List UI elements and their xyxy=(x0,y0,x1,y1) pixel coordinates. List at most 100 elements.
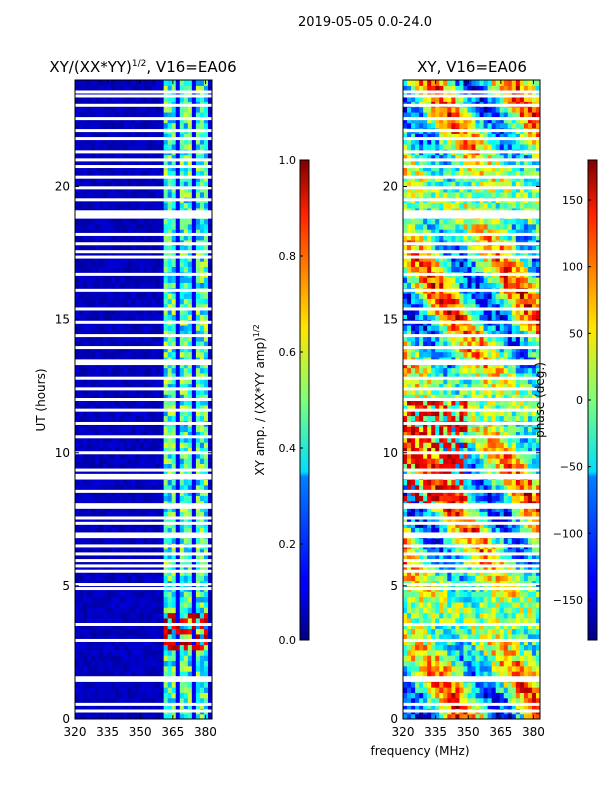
phase-heatmap-cell xyxy=(419,628,424,635)
amplitude-heatmap-cell xyxy=(119,367,124,374)
amplitude-heatmap-cell xyxy=(199,490,205,496)
amplitude-heatmap-cell xyxy=(199,314,205,321)
amplitude-heatmap-cell xyxy=(159,596,165,603)
amplitude-heatmap-cell xyxy=(183,298,189,305)
amplitude-heatmap-cell xyxy=(143,697,149,704)
amplitude-heatmap-cell xyxy=(119,191,124,198)
amplitude-heatmap-cell xyxy=(83,191,88,198)
amplitude-heatmap-cell xyxy=(143,431,149,438)
amplitude-heatmap-cell xyxy=(207,324,212,331)
phase-heatmap-cell xyxy=(451,660,456,667)
amplitude-heatmap-cell xyxy=(143,122,149,129)
amplitude-heatmap-cell xyxy=(87,484,92,491)
phase-heatmap-cell xyxy=(463,665,469,672)
amplitude-heatmap-cell xyxy=(175,340,181,347)
amplitude-heatmap-cell xyxy=(195,122,201,129)
amplitude-heatmap-cell xyxy=(111,255,116,262)
amplitude-heatmap-cell xyxy=(135,399,141,406)
amplitude-heatmap-cell xyxy=(135,175,141,182)
amplitude-heatmap-cell xyxy=(99,452,104,459)
amplitude-heatmap-cell xyxy=(195,85,201,92)
amplitude-heatmap-cell xyxy=(119,692,124,699)
amplitude-heatmap-cell xyxy=(135,703,141,709)
amplitude-heatmap-cell xyxy=(207,553,212,560)
amplitude-heatmap-cell xyxy=(155,133,161,140)
amplitude-heatmap-cell xyxy=(195,330,201,337)
amplitude-heatmap-cell xyxy=(163,143,169,150)
amplitude-heatmap-cell xyxy=(191,85,197,92)
amplitude-heatmap-cell xyxy=(203,644,209,651)
amplitude-heatmap-cell xyxy=(135,553,141,560)
amplitude-heatmap-cell xyxy=(199,692,205,699)
amplitude-heatmap-cell xyxy=(171,601,177,608)
amplitude-heatmap-cell xyxy=(95,117,100,124)
phase-heatmap-cell xyxy=(479,660,485,667)
amplitude-heatmap-cell xyxy=(191,186,197,193)
amplitude-heatmap-cell xyxy=(203,383,209,390)
amplitude-heatmap-cell xyxy=(115,266,120,273)
phase-heatmap-cell xyxy=(507,623,513,630)
amplitude-heatmap-cell xyxy=(199,223,205,230)
phase-heatmap-cell xyxy=(423,703,428,709)
amplitude-heatmap-cell xyxy=(119,277,124,283)
amplitude-heatmap-cell xyxy=(131,277,137,283)
amplitude-heatmap-cell xyxy=(83,293,88,299)
amplitude-heatmap-cell xyxy=(111,159,116,166)
amplitude-heatmap-cell xyxy=(195,564,201,571)
phase-heatmap-cell xyxy=(439,713,444,719)
amplitude-heatmap-cell xyxy=(95,442,100,449)
amplitude-heatmap-cell xyxy=(107,521,112,528)
amplitude-heatmap-cell xyxy=(167,372,173,379)
amplitude-heatmap-cell xyxy=(163,367,169,374)
amplitude-heatmap-cell xyxy=(159,308,165,315)
phase-heatmap-cell xyxy=(455,628,461,635)
amplitude-heatmap-cell xyxy=(175,442,181,449)
amplitude-heatmap-cell xyxy=(175,644,181,651)
amplitude-heatmap-cell xyxy=(171,628,177,635)
amplitude-heatmap-cell xyxy=(175,90,181,97)
amplitude-heatmap-cell xyxy=(175,479,181,486)
amplitude-heatmap-cell xyxy=(191,111,197,118)
amplitude-heatmap-cell xyxy=(135,298,141,305)
phase-heatmap-cell xyxy=(415,665,420,672)
amplitude-heatmap-cell xyxy=(91,559,96,566)
amplitude-heatmap-cell xyxy=(203,95,209,102)
amplitude-heatmap-cell xyxy=(83,644,88,651)
amplitude-heatmap-cell xyxy=(123,671,128,677)
amplitude-heatmap-cell xyxy=(103,218,108,225)
amplitude-heatmap-cell xyxy=(187,479,193,486)
amplitude-heatmap-cell xyxy=(75,346,80,353)
amplitude-heatmap-cell xyxy=(143,569,149,576)
phase-heatmap-cell xyxy=(531,665,537,672)
amplitude-heatmap-cell xyxy=(115,687,120,693)
amplitude-heatmap-cell xyxy=(151,394,157,401)
amplitude-heatmap-cell xyxy=(163,463,169,470)
amplitude-heatmap-cell xyxy=(135,362,141,369)
phase-heatmap-cell xyxy=(459,655,465,662)
amplitude-heatmap-cell xyxy=(127,143,133,150)
amplitude-heatmap-cell xyxy=(183,431,189,438)
amplitude-heatmap-cell xyxy=(103,324,108,331)
amplitude-heatmap-cell xyxy=(155,218,161,225)
phase-heatmap-cell xyxy=(455,687,461,693)
amplitude-heatmap-cell xyxy=(115,143,120,150)
amplitude-heatmap-cell xyxy=(207,649,212,656)
amplitude-heatmap-cell xyxy=(195,479,201,486)
amplitude-heatmap-cell xyxy=(203,623,209,630)
amplitude-heatmap-cell xyxy=(75,229,80,236)
amplitude-heatmap-cell xyxy=(167,383,173,390)
amplitude-heatmap-cell xyxy=(119,601,124,608)
amplitude-heatmap-cell xyxy=(191,495,197,502)
phase-heatmap-cell xyxy=(431,671,436,677)
amplitude-heatmap-cell xyxy=(111,111,116,118)
amplitude-flagged-row xyxy=(75,198,212,202)
amplitude-heatmap-cell xyxy=(195,490,201,496)
amplitude-heatmap-cell xyxy=(155,388,161,395)
amplitude-heatmap-cell xyxy=(151,234,157,241)
amplitude-flagged-row xyxy=(75,334,212,338)
amplitude-heatmap-cell xyxy=(183,490,189,496)
amplitude-heatmap-cell xyxy=(187,324,193,331)
amplitude-heatmap-cell xyxy=(103,346,108,353)
amplitude-heatmap-cell xyxy=(155,436,161,443)
amplitude-heatmap-cell xyxy=(203,378,209,385)
